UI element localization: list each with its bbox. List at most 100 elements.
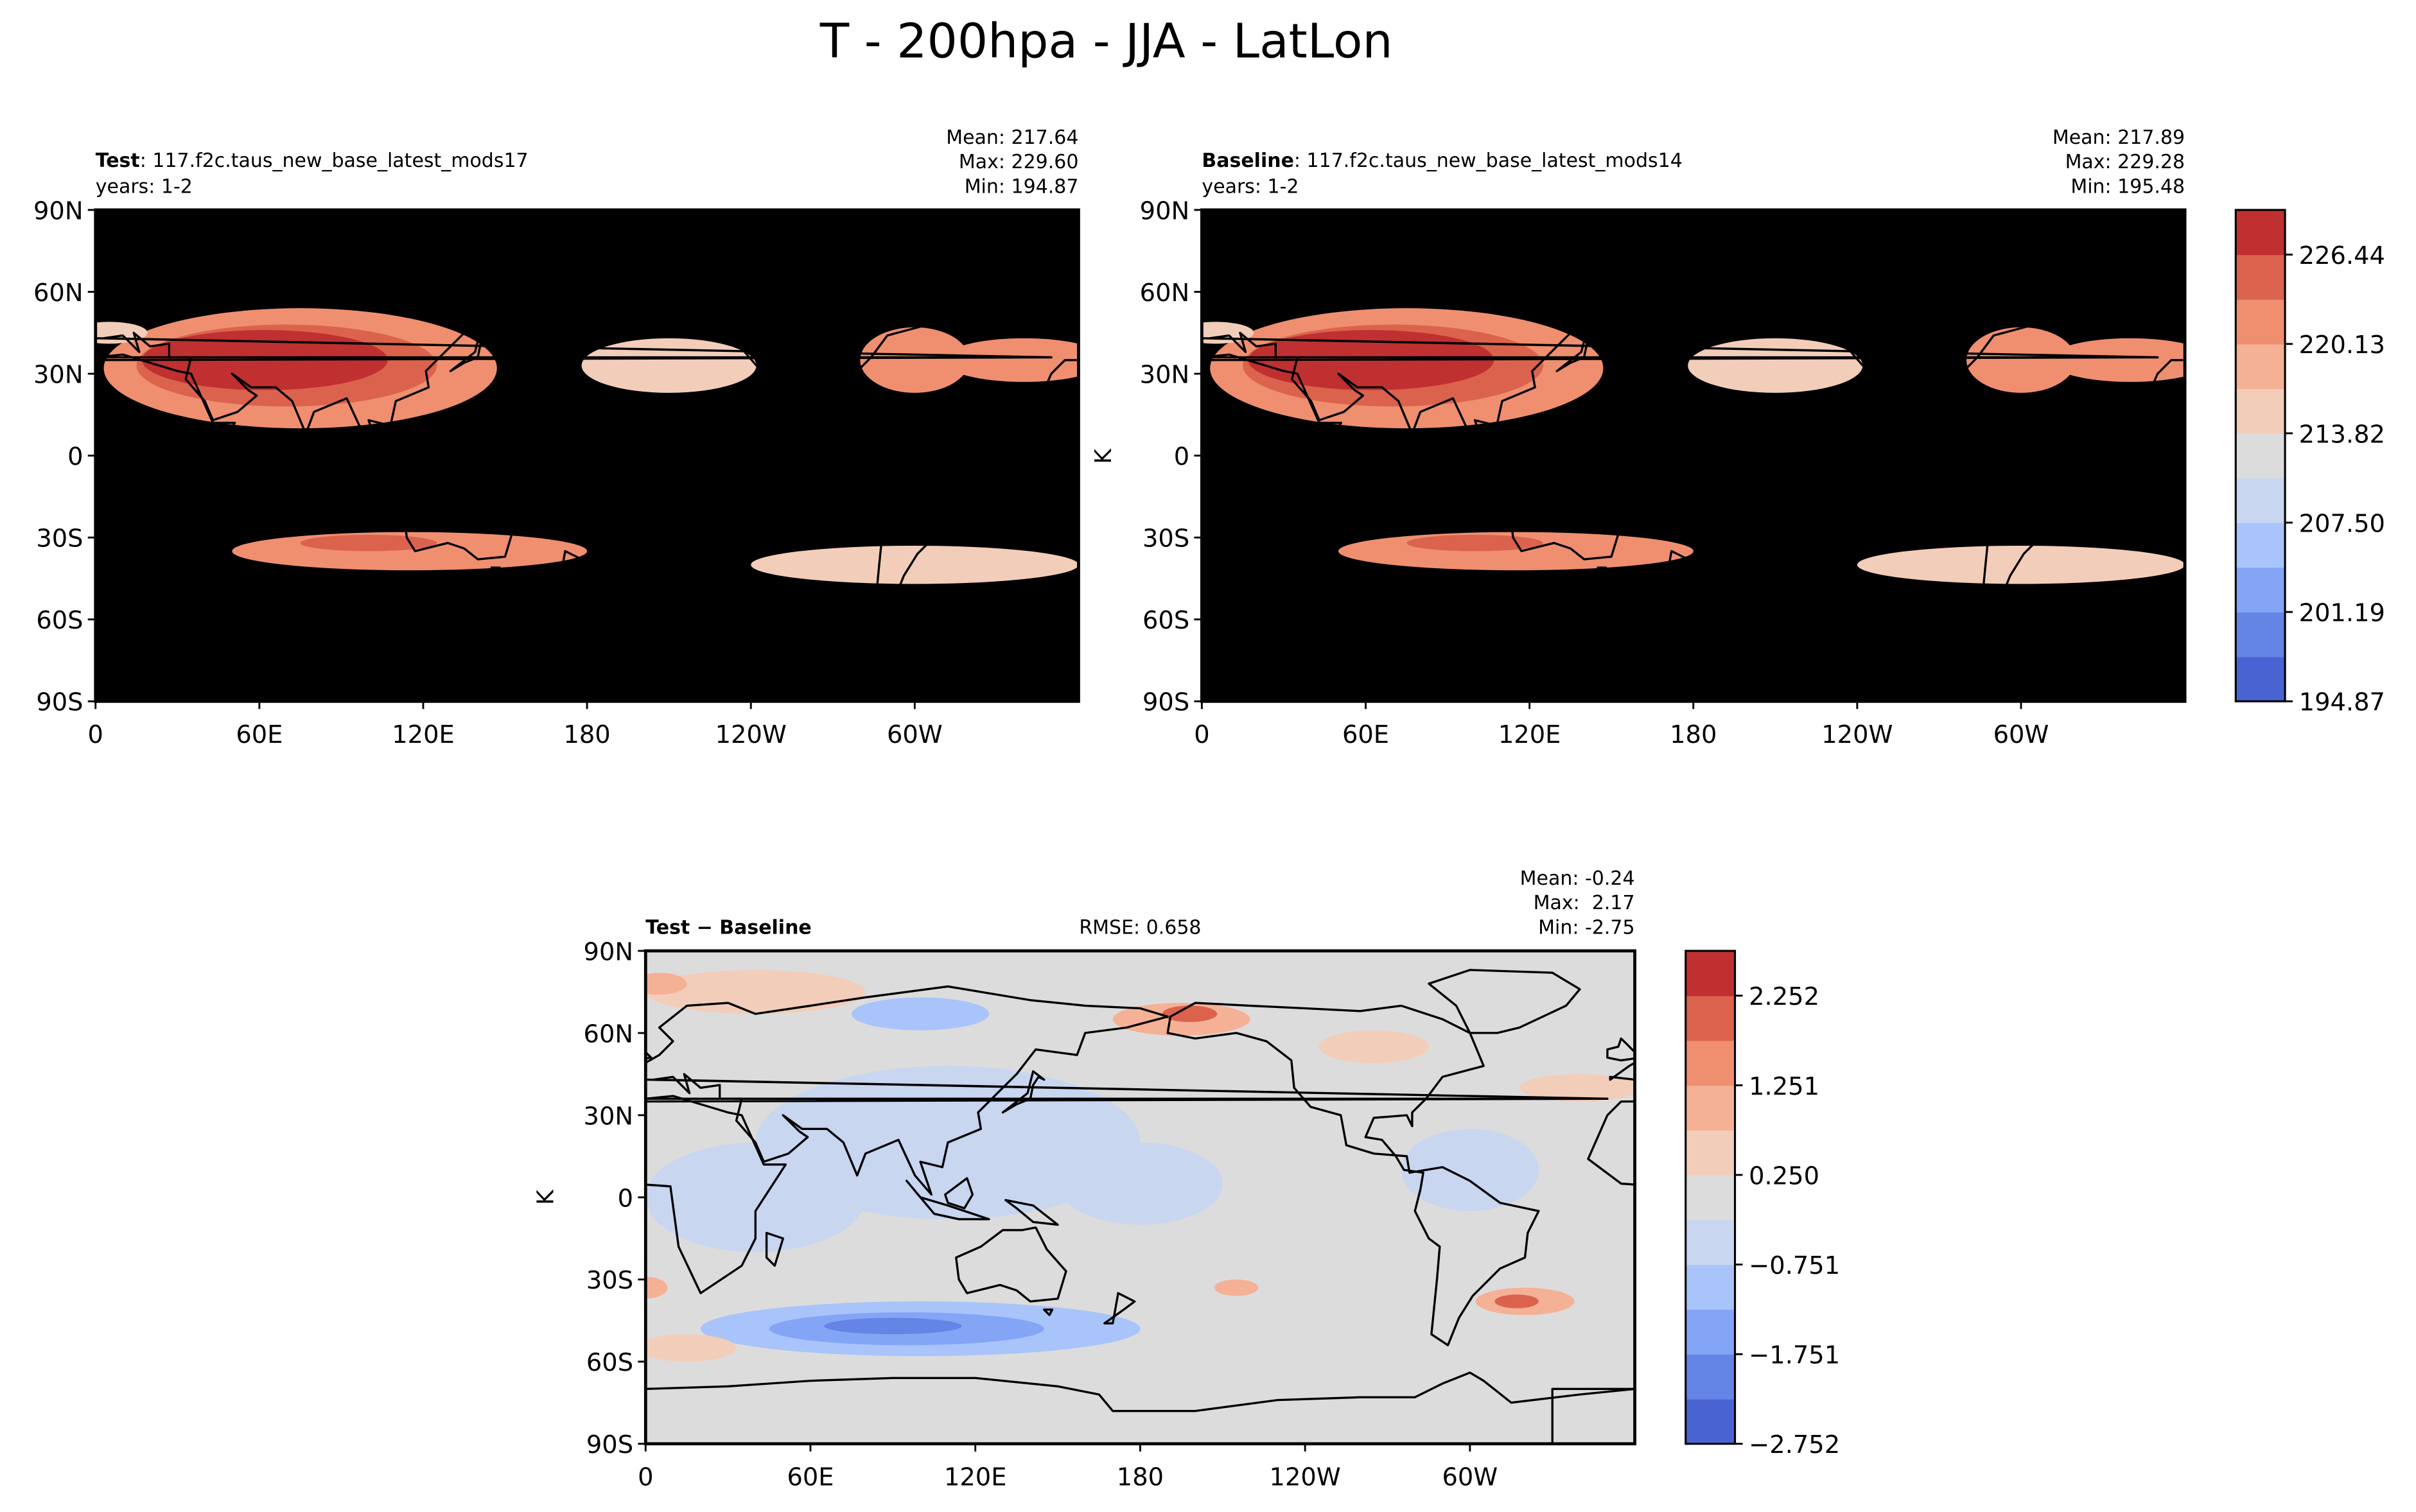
- diff-map: [0, 951, 2055, 1444]
- baseline-lon-tick-label: 60E: [1342, 720, 1389, 749]
- baseline-lon-tick-label: 180: [1670, 720, 1717, 749]
- diff-colorbar-swatch: [1685, 951, 1735, 996]
- diff-colorbar-swatch: [1685, 1309, 1735, 1355]
- test-stat-min: Min: 194.87: [965, 176, 1079, 198]
- diff-colorbar-tick-label: 1.251: [1749, 1072, 1819, 1101]
- diff-lat-tick-label: 90S: [586, 1430, 633, 1459]
- baseline-blob-pacific-high: [1688, 338, 1863, 393]
- baseline-lat-tick-label: 90N: [1140, 196, 1190, 225]
- baseline-coastline-5: [1202, 629, 2185, 702]
- test-coastline-1: [0, 245, 68, 453]
- diff-colorbar-tick-label: −1.751: [1749, 1341, 1840, 1370]
- diff-colorbar-swatch: [1685, 1398, 1735, 1445]
- diff-colorbar-swatches: [1685, 951, 1735, 1445]
- diff-lat-tick-label: 30N: [584, 1102, 634, 1131]
- diff-blob-southern-min: [824, 1317, 962, 1335]
- baseline-stat-mean: Mean: 217.89: [2053, 126, 2185, 149]
- diff-blob-bering-core: [1162, 1005, 1218, 1022]
- abs-colorbar-swatch: [2236, 656, 2286, 702]
- test-lat-tick-label: 90N: [33, 196, 83, 225]
- baseline-stat-min: Min: 195.48: [2070, 176, 2185, 198]
- baseline-coastline-0: [1202, 353, 2159, 553]
- diff-colorbar-swatch: [1685, 1130, 1735, 1176]
- test-lon-tick-label: 120W: [715, 720, 787, 749]
- test-lon-tick-label: 180: [563, 720, 610, 749]
- baseline-lat-tick-label: 60N: [1140, 279, 1190, 308]
- diff-coastline-6: [2033, 1310, 2042, 1315]
- diff-stat-max: Max: 2.17: [1534, 892, 1635, 914]
- abs-colorbar-swatch: [2236, 254, 2286, 300]
- diff-coastline-9: [1992, 1072, 2033, 1113]
- baseline-coastline-8: [1320, 490, 1340, 525]
- baseline-lat-tick-label: 0: [1174, 442, 1189, 471]
- diff-coastline-7: [115, 1293, 145, 1323]
- diff-lat-tick-label: 60S: [586, 1348, 633, 1377]
- test-coastline-12: [452, 457, 507, 484]
- diff-lon-tick-label: 0: [638, 1463, 653, 1492]
- diff-lon-ticks: 0 60E 120E 180 120W 60W: [638, 1443, 1498, 1492]
- test-lat-tick-label: 60N: [33, 279, 83, 308]
- test-coastline-3: [613, 261, 985, 604]
- diff-coastline-9: [13, 1072, 55, 1113]
- test-coastline-0: [1031, 356, 1079, 444]
- test-panel: Test: 117.f2c.taus_new_base_latest_mods1…: [0, 126, 1080, 749]
- test-lat-tick-label: 30N: [33, 360, 83, 389]
- diff-coastline-5: [645, 1387, 647, 1444]
- diff-colorbar-tick-label: 0.250: [1749, 1161, 1819, 1190]
- test-coastline-11: [354, 438, 438, 479]
- diff-coastline-5: [645, 1371, 1635, 1444]
- diff-rmse: RMSE: 0.658: [1079, 917, 1201, 939]
- test-lat-tick-label: 30S: [36, 525, 83, 553]
- diff-stat-min: Min: -2.75: [1538, 917, 1634, 939]
- baseline-blob-south-indian-core: [1406, 534, 1543, 552]
- diff-label: Test − Baseline: [645, 917, 811, 939]
- baseline-blob-america: [1966, 327, 2076, 393]
- diff-lat-ticks: 90N 60N 30N 0 30S 60S 90S: [584, 937, 646, 1459]
- test-band-undefined: [95, 622, 1079, 637]
- baseline-coastline-1: [1202, 244, 2159, 455]
- abs-colorbar-swatch: [2236, 523, 2286, 568]
- baseline-coastline-2: [1509, 484, 1621, 560]
- test-blob-south-pacific: [751, 545, 1079, 584]
- test-coastline-1: [95, 244, 1053, 455]
- diff-coastline-6: [55, 1310, 63, 1315]
- test-stat-max: Max: 229.60: [959, 151, 1079, 173]
- abs-colorbar-swatch: [2236, 478, 2286, 523]
- baseline-lon-tick-label: 120W: [1821, 720, 1893, 749]
- test-lon-tick-label: 60E: [236, 720, 283, 749]
- diff-blob-south-indian-warm: [645, 1334, 737, 1362]
- diff-blob-siberia: [852, 997, 990, 1030]
- baseline-band-undefined: [1202, 209, 2185, 260]
- diff-coastline-12: [1995, 1200, 2047, 1224]
- diff-coastline-0: [0, 1096, 618, 1293]
- diff-coastline-10: [1606, 1037, 1635, 1062]
- abs-colorbar-swatch: [2236, 209, 2286, 256]
- diff-lon-tick-label: 120E: [944, 1463, 1007, 1492]
- diff-coastline-2: [1945, 1228, 2055, 1301]
- diff-blob-south-pacific: [1214, 1279, 1259, 1296]
- test-coastline-9: [449, 329, 493, 372]
- test-blob-atlantic: [941, 338, 1079, 382]
- diff-coastline-13: [1934, 1178, 1962, 1208]
- baseline-lat-tick-label: 30N: [1140, 360, 1190, 389]
- test-coastlines: [0, 228, 1079, 702]
- diff-lon-tick-label: 120W: [1270, 1463, 1341, 1492]
- diff-blob-north-america: [1318, 1030, 1429, 1063]
- diff-coastline-11: [906, 1179, 990, 1221]
- test-lon-ticks: 0 60E 120E 180 120W 60W: [88, 701, 943, 749]
- test-band-undefined: [95, 209, 1079, 260]
- abs-colorbar-tick-label: 201.19: [2299, 599, 2385, 628]
- diff-blob-north-atlantic: [1519, 1073, 1635, 1102]
- test-lat-tick-label: 60S: [36, 606, 83, 635]
- baseline-lon-tick-label: 60W: [1993, 720, 2049, 749]
- test-stat-mean: Mean: 217.64: [946, 126, 1078, 149]
- diff-colorbar-tick-label: 2.252: [1749, 982, 1819, 1011]
- diff-blob-africa: [645, 1142, 866, 1253]
- baseline-band-undefined: [1202, 600, 2185, 613]
- test-lat-ticks: 90N 60N 30N 0 30S 60S 90S: [33, 196, 96, 717]
- abs-colorbar-swatch: [2236, 433, 2286, 479]
- baseline-coastline-10: [2156, 296, 2185, 320]
- diff-lat-tick-label: 60N: [584, 1020, 634, 1048]
- test-coastline-13: [392, 435, 422, 468]
